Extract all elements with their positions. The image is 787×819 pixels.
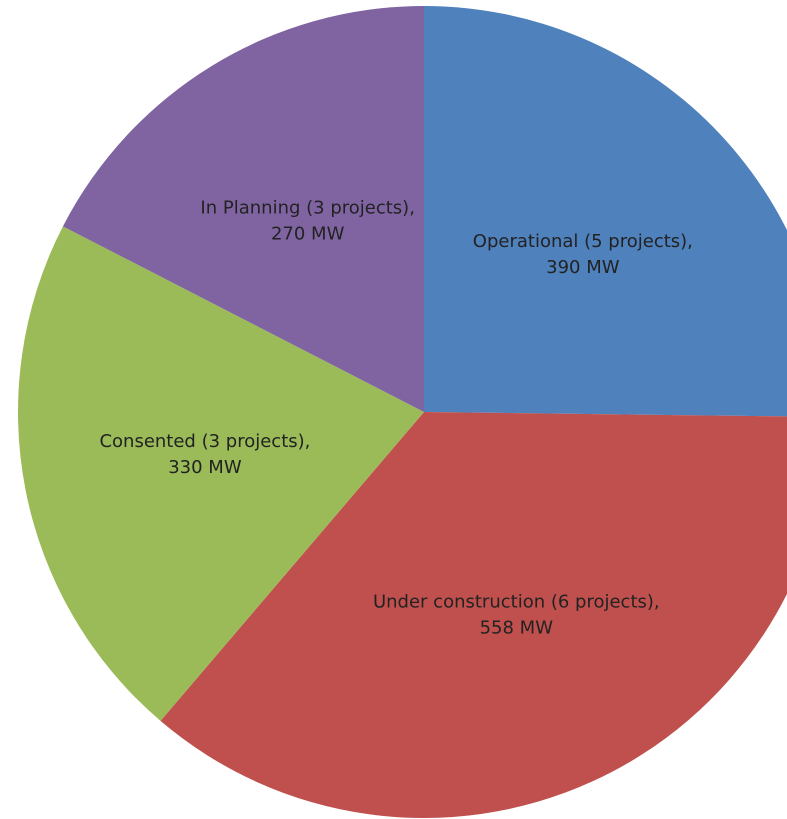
pie-slice <box>160 412 787 818</box>
slice-label: Under construction (6 projects), <box>373 591 660 612</box>
slice-value-label: 390 MW <box>546 257 620 278</box>
pie-slice <box>17 226 425 721</box>
slice-label: Consented (3 projects), <box>99 431 310 452</box>
slice-label: Operational (5 projects), <box>473 231 693 252</box>
pie-slice <box>424 6 787 417</box>
slice-value-label: 270 MW <box>271 223 345 244</box>
slice-label: In Planning (3 projects), <box>200 197 415 218</box>
slice-value-label: 330 MW <box>168 457 242 478</box>
slice-value-label: 558 MW <box>480 617 554 638</box>
pie-slice <box>62 6 424 412</box>
